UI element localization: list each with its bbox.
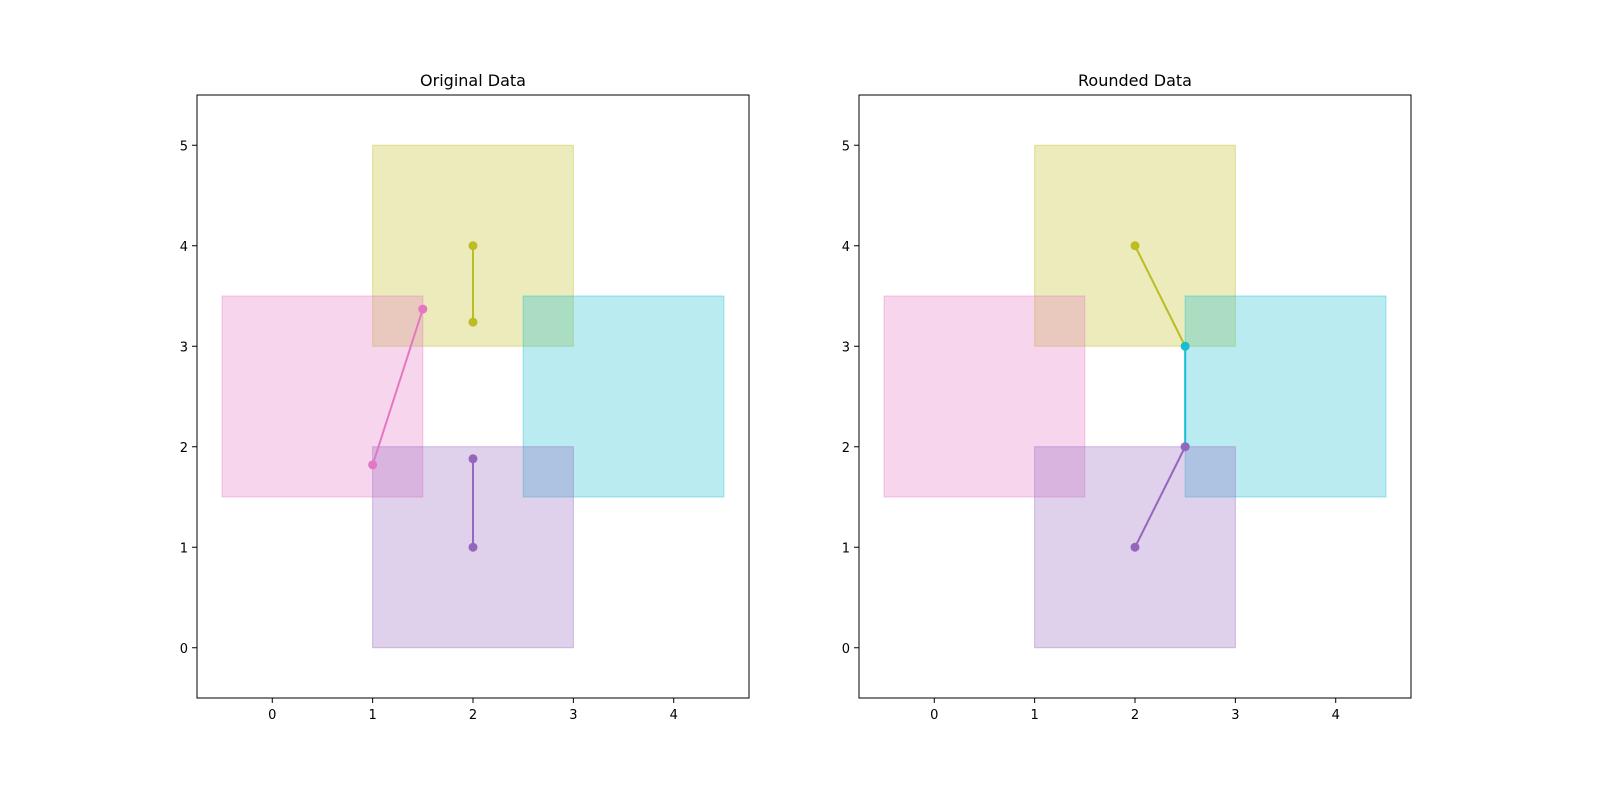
segment-point-1-0: [368, 460, 378, 470]
x-tick-label: 4: [1332, 708, 1340, 723]
x-tick-label: 3: [1231, 708, 1239, 723]
segment-point-2-0: [1180, 442, 1190, 452]
y-tick-label: 2: [180, 441, 188, 456]
y-tick-label: 4: [842, 240, 850, 255]
y-tick-label: 3: [842, 340, 850, 355]
segment-point-1-1: [418, 304, 428, 314]
chart-rounded-data: Rounded Data 0 1 2 3 4 0 1 2 3 4 5: [842, 71, 1412, 723]
x-tick-label: 4: [670, 708, 678, 723]
segment-line-0: [1134, 245, 1187, 347]
y-tick-label: 1: [842, 541, 850, 556]
y-tick-label: 1: [180, 541, 188, 556]
segment-point-2-1: [468, 542, 478, 552]
segment-point-0-0: [1130, 241, 1140, 251]
y-tick-label: 3: [180, 340, 188, 355]
segment-point-0-1: [468, 317, 478, 327]
region-rect-1: [221, 295, 424, 498]
segment-point-2-0: [468, 454, 478, 464]
segment-line-2: [1134, 446, 1187, 548]
region-rect-2: [1184, 295, 1387, 498]
x-tick-label: 0: [268, 708, 276, 723]
x-tick-label: 2: [1131, 708, 1139, 723]
region-rect-1: [883, 295, 1086, 498]
y-tick-label: 4: [180, 240, 188, 255]
segment-point-1-0: [1180, 341, 1190, 351]
segment-line-1: [371, 308, 424, 466]
x-tick-label: 3: [569, 708, 577, 723]
region-rect-2: [522, 295, 725, 498]
y-tick-label: 5: [842, 139, 850, 154]
x-tick-label: 2: [469, 708, 477, 723]
chart-title: Original Data: [420, 71, 526, 90]
x-tick-label: 1: [368, 708, 376, 723]
chart-original-data: Original Data 0 1 2 3 4 0 1 2 3 4 5: [180, 71, 750, 723]
chart-title: Rounded Data: [1078, 71, 1192, 90]
segment-point-2-1: [1130, 542, 1140, 552]
segment-point-0-0: [468, 241, 478, 251]
x-tick-label: 0: [930, 708, 938, 723]
y-tick-label: 2: [842, 441, 850, 456]
y-tick-label: 5: [180, 139, 188, 154]
x-tick-label: 1: [1030, 708, 1038, 723]
y-tick-label: 0: [842, 642, 850, 657]
y-tick-label: 0: [180, 642, 188, 657]
